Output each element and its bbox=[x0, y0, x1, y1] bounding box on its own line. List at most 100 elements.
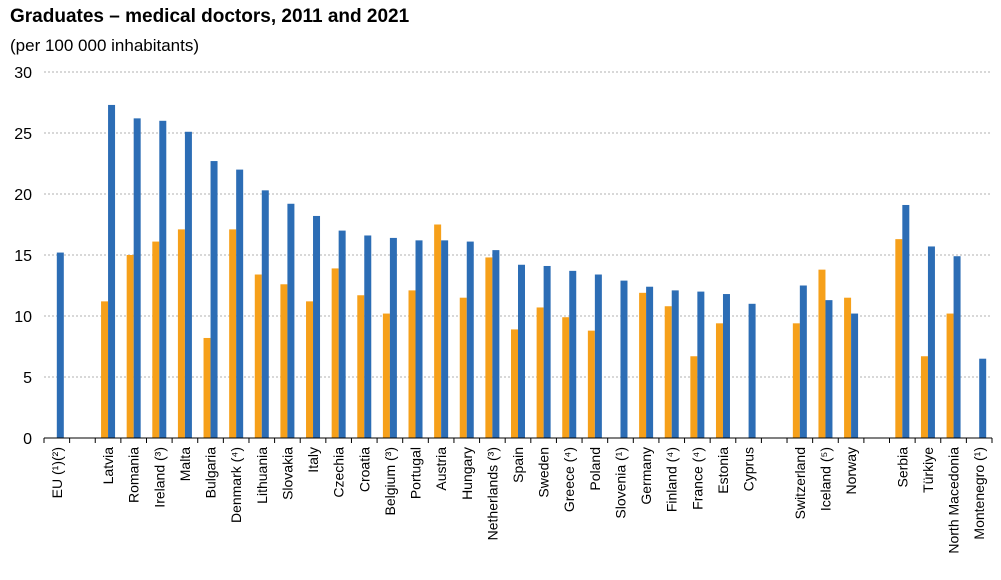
bar-2021 bbox=[953, 256, 961, 438]
x-tick-label: Italy bbox=[305, 447, 321, 473]
bar-2021 bbox=[441, 240, 449, 438]
bar-2021 bbox=[851, 313, 859, 438]
bar-2011 bbox=[152, 241, 160, 438]
bar-2011 bbox=[818, 269, 826, 438]
x-tick-label: Türkiye bbox=[920, 447, 936, 493]
x-tick-label: Iceland (⁵) bbox=[817, 447, 833, 511]
x-tick-label: Hungary bbox=[459, 447, 475, 500]
bar-2011 bbox=[792, 323, 800, 438]
bar-2011 bbox=[536, 307, 544, 438]
y-tick-label: 10 bbox=[14, 309, 32, 326]
bar-2011 bbox=[895, 239, 903, 438]
bar-2021 bbox=[56, 252, 64, 438]
y-tick-label: 5 bbox=[23, 370, 32, 387]
x-tick-label: Slovakia bbox=[279, 447, 295, 500]
bar-2011 bbox=[331, 268, 339, 438]
x-tick-label: Spain bbox=[510, 447, 526, 483]
x-tick-label: Montenegro (¹) bbox=[971, 447, 987, 540]
x-tick-label: Bulgaria bbox=[203, 447, 219, 499]
bar-2021 bbox=[569, 270, 577, 438]
bar-2021 bbox=[389, 237, 397, 438]
bar-2011 bbox=[459, 297, 467, 438]
bar-2011 bbox=[306, 301, 314, 438]
bar-2011 bbox=[382, 313, 390, 438]
x-tick-label: Austria bbox=[433, 447, 449, 491]
x-tick-label: Ireland (³) bbox=[151, 447, 167, 508]
bar-2021 bbox=[799, 285, 807, 438]
x-tick-label: Malta bbox=[177, 447, 193, 481]
x-tick-label: Belgium (³) bbox=[382, 447, 398, 515]
bar-2011 bbox=[203, 337, 211, 438]
bar-2011 bbox=[485, 257, 493, 438]
x-tick-label: Finland (⁴) bbox=[664, 447, 680, 512]
x-tick-label: Switzerland bbox=[792, 447, 808, 519]
x-tick-label: Latvia bbox=[100, 447, 116, 485]
bar-2021 bbox=[236, 169, 244, 438]
x-tick-label: EU (¹)(²) bbox=[49, 447, 65, 498]
bar-2021 bbox=[159, 120, 167, 439]
y-tick-label: 30 bbox=[14, 65, 32, 82]
x-tick-label: Denmark (⁴) bbox=[228, 447, 244, 523]
bar-2021 bbox=[748, 303, 756, 438]
bar-2011 bbox=[254, 274, 262, 438]
bar-2021 bbox=[133, 118, 141, 439]
bar-2021 bbox=[210, 161, 218, 438]
x-tick-label: Portugal bbox=[408, 447, 424, 499]
x-tick-label: Croatia bbox=[356, 447, 372, 492]
y-tick-label: 0 bbox=[23, 431, 32, 448]
bar-2011 bbox=[664, 306, 672, 438]
x-tick-label: Poland bbox=[587, 447, 603, 491]
chart-title: Graduates – medical doctors, 2011 and 20… bbox=[10, 6, 410, 27]
bar-2011 bbox=[511, 329, 518, 438]
bar-2011 bbox=[562, 317, 570, 438]
bar-2011 bbox=[844, 297, 852, 438]
bar-2011 bbox=[177, 229, 185, 438]
x-tick-label: Estonia bbox=[715, 447, 731, 494]
bar-2011 bbox=[434, 224, 442, 438]
x-tick-label: Serbia bbox=[894, 447, 910, 488]
chart-subtitle: (per 100 000 inhabitants) bbox=[10, 36, 200, 55]
x-tick-label: Norway bbox=[843, 447, 859, 494]
bar-2021 bbox=[415, 240, 423, 438]
bar-2021 bbox=[466, 241, 474, 438]
x-tick-label: Netherlands (³) bbox=[484, 447, 500, 540]
bar-2021 bbox=[825, 300, 833, 438]
y-tick-label: 15 bbox=[14, 248, 32, 265]
x-tick-label: France (⁴) bbox=[689, 447, 705, 510]
x-tick-label: Slovenia (¹) bbox=[612, 447, 628, 519]
bar-2021 bbox=[108, 104, 116, 438]
bars bbox=[56, 104, 987, 439]
bar-2011 bbox=[587, 330, 595, 438]
bar-2021 bbox=[338, 230, 346, 438]
y-tick-label: 20 bbox=[14, 187, 32, 204]
bar-2021 bbox=[261, 190, 269, 438]
bar-2011 bbox=[229, 229, 237, 438]
bar-2021 bbox=[287, 203, 295, 438]
bar-2011 bbox=[690, 356, 698, 438]
bar-2021 bbox=[518, 264, 525, 438]
bar-2021 bbox=[594, 274, 602, 438]
bar-2011 bbox=[946, 313, 954, 438]
x-tick-label: Czechia bbox=[331, 447, 347, 498]
x-axis-labels: EU (¹)(²) Latvia Romania Ireland (³) Malta Bu… bbox=[43, 438, 993, 554]
bar-2011 bbox=[280, 284, 288, 438]
bar-2011 bbox=[920, 356, 928, 438]
x-tick-label: Germany bbox=[638, 447, 654, 505]
bar-2021 bbox=[492, 250, 500, 438]
x-tick-label: Cyprus bbox=[741, 447, 757, 491]
bar-2021 bbox=[722, 294, 730, 438]
bar-2021 bbox=[364, 235, 372, 438]
bar-2021 bbox=[313, 215, 321, 438]
x-tick-label: Lithuania bbox=[254, 447, 270, 504]
bar-2021 bbox=[979, 358, 987, 438]
bar-2021 bbox=[671, 290, 679, 438]
bar-2021 bbox=[697, 291, 705, 438]
bar-2021 bbox=[902, 204, 910, 438]
x-tick-label: Greece (⁴) bbox=[561, 447, 577, 512]
bar-2011 bbox=[715, 323, 723, 438]
bar-2021 bbox=[927, 246, 935, 438]
x-tick-label: Sweden bbox=[536, 447, 552, 498]
bar-2021 bbox=[543, 265, 551, 438]
bar-2011 bbox=[408, 290, 416, 438]
x-tick-label: North Macedonia bbox=[946, 447, 962, 554]
